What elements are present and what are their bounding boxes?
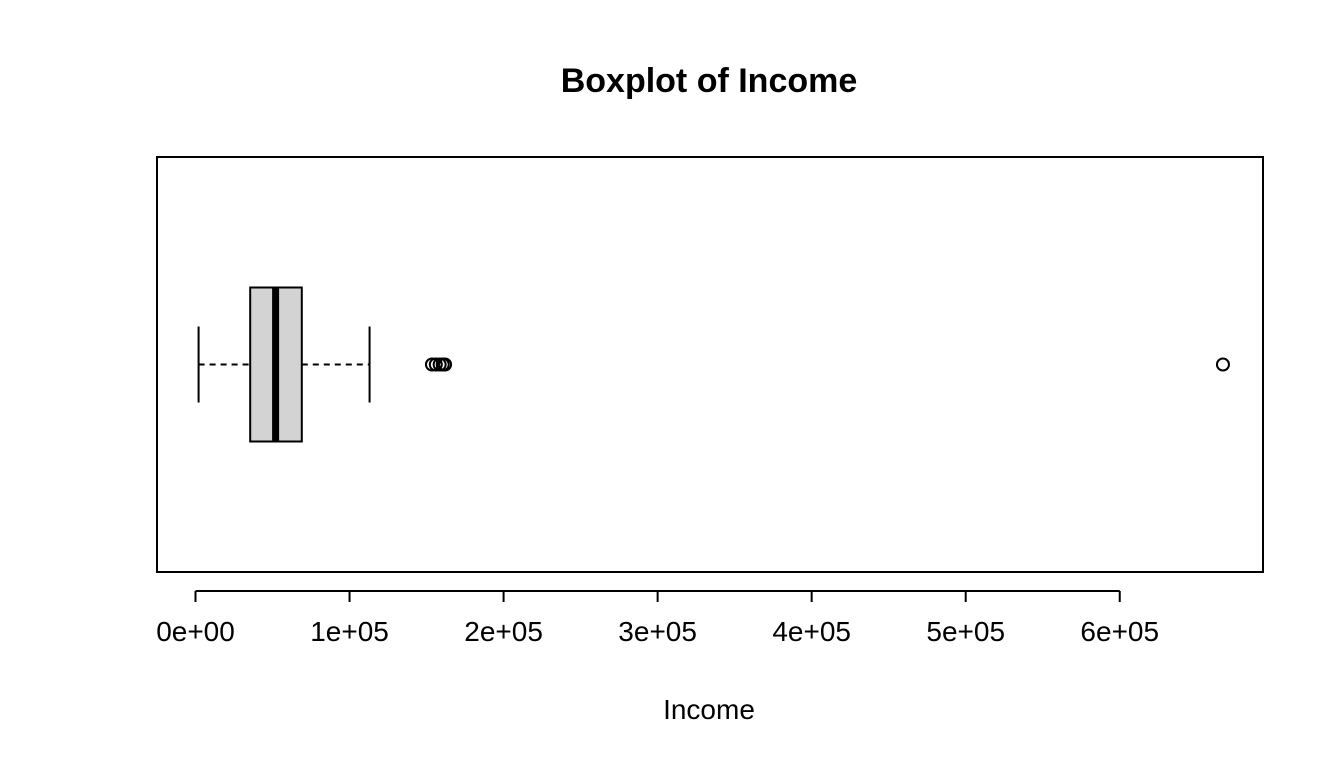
boxplot-box-group [197, 286, 371, 443]
plot-frame [156, 156, 1264, 573]
outlier-point [1215, 357, 1230, 372]
x-tick-label: 5e+05 [926, 616, 1005, 647]
chart-title: Boxplot of Income [561, 62, 858, 100]
outlier-point [438, 357, 453, 372]
x-tick-label: 0e+00 [156, 616, 235, 647]
x-tick-label: 4e+05 [772, 616, 851, 647]
x-axis-label: Income [663, 694, 755, 725]
x-tick-label: 3e+05 [618, 616, 697, 647]
x-axis: 0e+00 1e+05 2e+05 3e+05 4e+05 5e+05 6e+05 [156, 590, 1159, 647]
outlier-point [424, 357, 439, 372]
outlier-point [428, 357, 443, 372]
x-tick-label: 2e+05 [464, 616, 543, 647]
x-tick-label: 6e+05 [1080, 616, 1159, 647]
x-tick-label: 1e+05 [310, 616, 389, 647]
outlier-points [424, 357, 1230, 372]
